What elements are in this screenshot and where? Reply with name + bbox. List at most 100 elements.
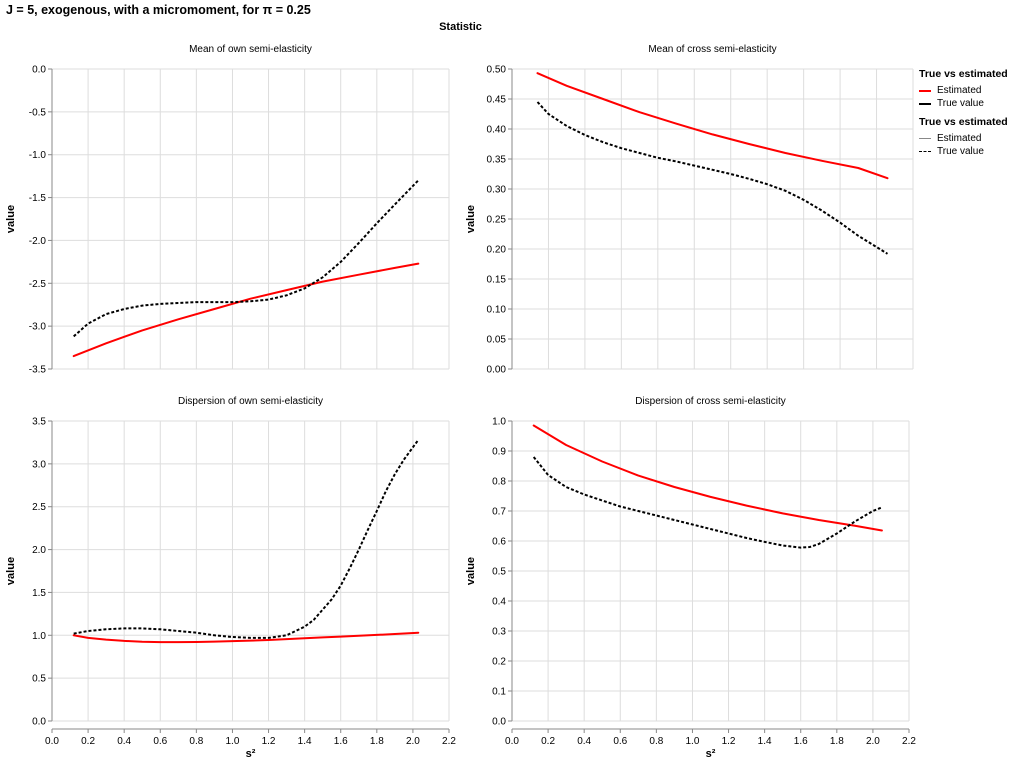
y-tick-label: 0.05 xyxy=(487,335,507,346)
series-line-true-value xyxy=(532,456,883,549)
legend-label: True value xyxy=(937,98,984,109)
y-tick-label: 0.2 xyxy=(492,657,506,668)
y-tick-label: 1.0 xyxy=(32,631,46,642)
y-tick-label: 0.4 xyxy=(492,597,506,608)
subplot-title: Mean of own semi-elasticity xyxy=(189,44,312,55)
x-tick-label: 1.0 xyxy=(226,736,240,747)
series-line-estimated xyxy=(536,72,889,180)
legend-item-estimated-solid[interactable]: Estimated xyxy=(919,132,1008,145)
chart-panel-1: -3.5 -3.0 -2.5 -2.0 -1.5 -1.0 -0.5 0.0 Mean of o… xyxy=(5,44,450,376)
x-tick-label: 0.8 xyxy=(649,736,663,747)
y-tick-label: -1.5 xyxy=(29,193,47,204)
y-tick-label: 0.50 xyxy=(487,65,507,76)
y-tick-label: 0.5 xyxy=(32,674,46,685)
y-tick-label: -1.0 xyxy=(29,150,47,161)
chart-panel-4: 0.0 0.1 0.2 0.3 0.4 0.5 0.6 0.7 0.8 0.9 1.0 0.0 0.2 0… xyxy=(465,396,916,760)
legend-swatch-dashed xyxy=(919,151,931,152)
x-tick-label: 0.2 xyxy=(541,736,555,747)
legend-item-estimated[interactable]: Estimated xyxy=(919,84,1008,97)
series-line-true-value xyxy=(73,439,420,639)
series-line-true-value xyxy=(536,101,889,255)
y-tick-label: 0.0 xyxy=(492,717,506,728)
y-axis-label: value xyxy=(5,557,17,585)
x-tick-label: 1.6 xyxy=(334,736,348,747)
legend-label: Estimated xyxy=(937,85,982,96)
x-tick-label: 0.6 xyxy=(153,736,167,747)
legend-title: True vs estimated xyxy=(919,68,1008,80)
chart-panel-3: 0.0 0.5 1.0 1.5 2.0 2.5 3.0 3.5 0.0 0.2 0.4 0.6 0.8 1… xyxy=(5,396,456,760)
y-tick-label: 2.0 xyxy=(32,545,46,556)
legend-item-true-value[interactable]: True value xyxy=(919,97,1008,110)
y-tick-label: 0.20 xyxy=(487,245,507,256)
y-tick-label: 0.1 xyxy=(492,687,506,698)
y-axis-label: value xyxy=(465,557,477,585)
legend-label: True value xyxy=(937,146,984,157)
y-tick-label: 0.00 xyxy=(487,365,507,376)
y-tick-label: 0.6 xyxy=(492,537,506,548)
x-tick-label: 1.8 xyxy=(370,736,384,747)
x-tick-label: 0.0 xyxy=(45,736,59,747)
legend-swatch-solid xyxy=(919,138,931,139)
legend-estimated-true: True vs estimated Estimated True value xyxy=(919,68,1008,110)
x-tick-label: 2.0 xyxy=(406,736,420,747)
y-axis-label: value xyxy=(5,205,17,233)
y-tick-label: 0.30 xyxy=(487,185,507,196)
x-axis-label: s² xyxy=(246,748,256,760)
y-tick-label: 1.0 xyxy=(492,417,506,428)
series-line-estimated xyxy=(532,424,883,532)
y-axis-label: value xyxy=(465,205,477,233)
legend-swatch-black xyxy=(919,102,931,105)
y-tick-label: 0.0 xyxy=(32,65,46,76)
y-tick-label: -2.5 xyxy=(29,279,47,290)
y-tick-label: -3.5 xyxy=(29,365,47,376)
y-tick-label: 0.40 xyxy=(487,125,507,136)
x-tick-label: 0.4 xyxy=(117,736,131,747)
x-tick-label: 0.4 xyxy=(577,736,591,747)
x-tick-label: 2.2 xyxy=(902,736,916,747)
y-tick-label: 1.5 xyxy=(32,588,46,599)
x-tick-label: 1.0 xyxy=(686,736,700,747)
series-line-true-value xyxy=(73,179,420,338)
legend-label: Estimated xyxy=(937,133,982,144)
x-tick-label: 1.8 xyxy=(830,736,844,747)
y-tick-label: 0.9 xyxy=(492,447,506,458)
y-tick-label: 0.35 xyxy=(487,155,507,166)
y-tick-label: -2.0 xyxy=(29,236,47,247)
subplot-title: Dispersion of own semi-elasticity xyxy=(178,396,323,407)
y-tick-label: 0.3 xyxy=(492,627,506,638)
chart-main-title: J = 5, exogenous, with a micromoment, fo… xyxy=(6,3,311,17)
y-tick-label: 0.8 xyxy=(492,477,506,488)
series-line-estimated xyxy=(72,631,420,644)
legend-linetype: True vs estimated Estimated True value xyxy=(919,116,1008,158)
y-tick-label: 0.10 xyxy=(487,305,507,316)
facet-header: Statistic xyxy=(439,21,482,33)
x-tick-label: 0.2 xyxy=(81,736,95,747)
y-tick-label: 3.5 xyxy=(32,417,46,428)
x-tick-label: 0.0 xyxy=(505,736,519,747)
x-tick-label: 2.2 xyxy=(442,736,456,747)
x-tick-label: 1.4 xyxy=(758,736,772,747)
chart-panel-2: 0.00 0.05 0.10 0.15 0.20 0.25 0.30 0.35 0.40 0.45… xyxy=(465,44,914,376)
x-tick-label: 1.4 xyxy=(298,736,312,747)
x-tick-label: 1.2 xyxy=(262,736,276,747)
y-tick-label: -3.0 xyxy=(29,322,47,333)
x-tick-label: 0.6 xyxy=(613,736,627,747)
y-tick-label: 3.0 xyxy=(32,459,46,470)
y-tick-label: 0.0 xyxy=(32,717,46,728)
legend-title: True vs estimated xyxy=(919,116,1008,128)
x-tick-label: 0.8 xyxy=(189,736,203,747)
y-tick-label: -0.5 xyxy=(29,107,47,118)
y-tick-label: 0.5 xyxy=(492,567,506,578)
x-axis-label: s² xyxy=(706,748,716,760)
series-line-estimated xyxy=(72,262,420,358)
y-tick-label: 0.15 xyxy=(487,275,507,286)
y-tick-label: 2.5 xyxy=(32,502,46,513)
x-tick-label: 2.0 xyxy=(866,736,880,747)
legend-swatch-red xyxy=(919,89,931,92)
subplot-title: Dispersion of cross semi-elasticity xyxy=(635,396,786,407)
y-tick-label: 0.45 xyxy=(487,95,507,106)
legend-item-true-value-dashed[interactable]: True value xyxy=(919,145,1008,158)
y-tick-label: 0.7 xyxy=(492,507,506,518)
x-tick-label: 1.2 xyxy=(722,736,736,747)
